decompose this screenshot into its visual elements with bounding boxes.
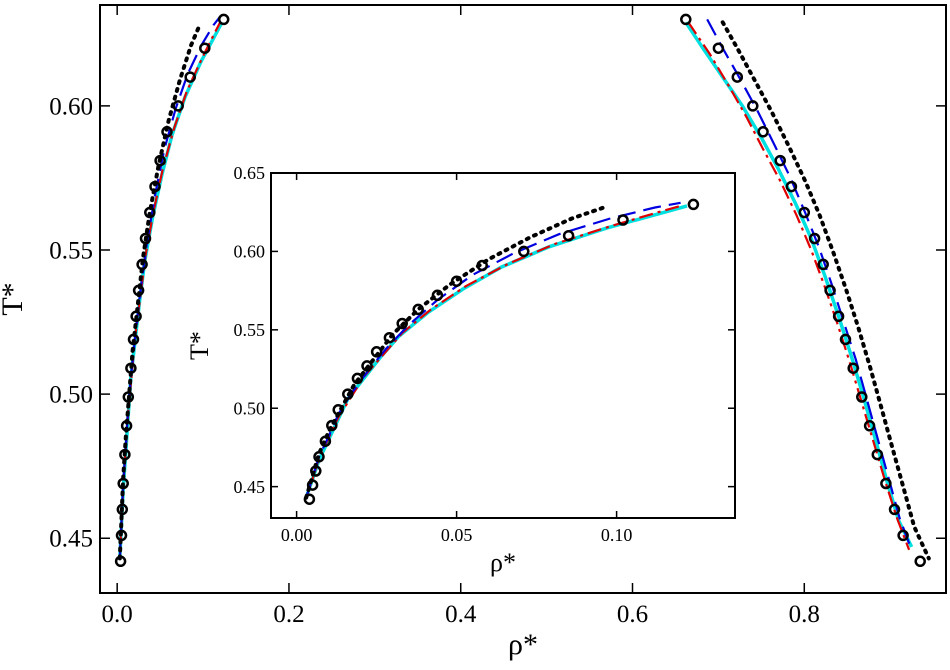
inset-data-point-all-13 bbox=[412, 303, 424, 316]
main-data-point-left-10 bbox=[132, 284, 145, 297]
main-data-point-right-19 bbox=[897, 529, 909, 542]
inset-x-axis-title: ρ* bbox=[490, 548, 516, 577]
main-data-point-right-9 bbox=[817, 258, 829, 271]
main-data-point-left-0 bbox=[114, 555, 127, 568]
inset-y-axis-title: T* bbox=[185, 331, 214, 360]
inset-y-tick-label-0: 0.45 bbox=[234, 477, 266, 497]
main-data-point-left-13 bbox=[144, 206, 156, 219]
inset-data-point-all-3 bbox=[313, 451, 325, 463]
main-data-point-left-18 bbox=[184, 71, 196, 83]
main-data-point-left-19 bbox=[199, 42, 211, 54]
main-series-blue-dashed-right bbox=[706, 18, 913, 551]
inset-data-point-all-4 bbox=[319, 435, 332, 447]
inset-data-point-all-17 bbox=[518, 245, 530, 258]
main-data-point-right-16 bbox=[871, 448, 884, 461]
inset-background bbox=[271, 173, 735, 518]
inset-data-point-all-5 bbox=[326, 419, 338, 432]
main-data-point-right-15 bbox=[863, 420, 876, 432]
main-data-point-left-6 bbox=[122, 391, 135, 403]
main-y-tick-label-3: 0.60 bbox=[49, 93, 93, 120]
inset-data-point-all-12 bbox=[396, 317, 408, 330]
main-data-point-left-4 bbox=[119, 448, 131, 461]
main-y-tick-label-2: 0.55 bbox=[49, 238, 93, 265]
main-data-point-right-18 bbox=[888, 503, 901, 516]
inset-x-tick-label-0: 0.00 bbox=[281, 525, 313, 545]
main-data-point-right-6 bbox=[785, 180, 798, 193]
main-y-tick-label-1: 0.50 bbox=[49, 382, 93, 409]
inset-data-point-all-9 bbox=[361, 360, 373, 372]
main-data-point-left-15 bbox=[154, 154, 166, 167]
inset-series-group bbox=[303, 198, 700, 505]
main-y-tick-label-0: 0.45 bbox=[49, 526, 93, 553]
inset-y-tick-label-3: 0.60 bbox=[234, 242, 266, 262]
inset-data-point-all-6 bbox=[332, 404, 344, 416]
main-data-point-left-5 bbox=[120, 420, 133, 432]
main-data-point-right-3 bbox=[747, 100, 759, 112]
main-series-black-dotted-right bbox=[720, 20, 931, 561]
main-x-tick-label-3: 0.6 bbox=[617, 601, 648, 628]
inset-data-point-all-10 bbox=[370, 346, 383, 358]
main-data-point-right-7 bbox=[798, 206, 811, 219]
main-data-point-left-8 bbox=[127, 333, 140, 346]
main-data-point-right-12 bbox=[839, 333, 852, 346]
inset-chart: 0.00 0.05 0.10 0.45 0.50 0.55 0.60 0.65 ρ* T* bbox=[185, 163, 736, 577]
inset-data-point-all-1 bbox=[306, 479, 319, 491]
inset-data-point-all-19 bbox=[617, 214, 629, 226]
main-data-point-left-7 bbox=[125, 362, 137, 374]
main-x-tick-label-2: 0.4 bbox=[445, 601, 477, 628]
main-data-point-right-2 bbox=[731, 71, 744, 83]
inset-data-point-all-15 bbox=[450, 275, 463, 287]
main-data-point-left-12 bbox=[139, 232, 152, 245]
main-data-point-left-16 bbox=[161, 126, 173, 138]
main-x-tick-label-4: 0.8 bbox=[789, 601, 820, 628]
inset-series-black-dotted-all bbox=[304, 205, 606, 500]
inset-y-tick-label-1: 0.50 bbox=[234, 398, 266, 418]
main-data-point-right-0 bbox=[680, 13, 692, 26]
inset-y-tick-label-4: 0.65 bbox=[234, 163, 266, 183]
main-series-red-dash-dot-right bbox=[687, 21, 911, 551]
main-data-point-left-3 bbox=[117, 477, 129, 490]
main-data-point-right-17 bbox=[880, 477, 892, 490]
main-data-point-left-17 bbox=[172, 100, 184, 112]
inset-data-point-all-18 bbox=[562, 229, 575, 242]
main-data-point-right-10 bbox=[824, 284, 836, 297]
main-data-point-left-9 bbox=[130, 310, 142, 323]
inset-data-point-all-20 bbox=[687, 198, 700, 211]
main-data-point-right-5 bbox=[774, 154, 786, 167]
main-data-point-left-2 bbox=[116, 503, 129, 516]
inset-data-point-all-16 bbox=[476, 259, 488, 272]
main-data-point-right-8 bbox=[808, 232, 821, 245]
main-y-axis-title: T* bbox=[0, 282, 29, 315]
main-axis-ticks: 0.0 0.2 0.4 0.6 0.8 0.45 0.50 0.55 0.60 bbox=[49, 5, 946, 628]
main-data-point-left-11 bbox=[136, 258, 148, 271]
main-data-point-right-13 bbox=[847, 362, 859, 374]
inset-x-tick-label-2: 0.10 bbox=[601, 525, 633, 545]
inset-data-point-all-0 bbox=[303, 493, 316, 505]
inset-data-point-all-7 bbox=[342, 388, 354, 400]
main-data-point-left-1 bbox=[115, 529, 128, 542]
inset-data-point-all-11 bbox=[383, 331, 396, 344]
main-x-tick-label-0: 0.0 bbox=[102, 601, 133, 628]
main-plot-frame bbox=[99, 4, 947, 594]
main-data-point-left-20 bbox=[217, 13, 230, 26]
main-data-point-left-14 bbox=[149, 180, 161, 193]
main-chart: 0.0 0.2 0.4 0.6 0.8 0.45 0.50 0.55 0.60 ρ* T* bbox=[0, 4, 947, 661]
main-series-black-dotted-left bbox=[117, 23, 202, 561]
main-data-point-right-20 bbox=[914, 555, 926, 568]
inset-data-point-all-8 bbox=[351, 372, 364, 385]
main-x-tick-label-1: 0.2 bbox=[273, 601, 304, 628]
inset-data-point-all-14 bbox=[431, 289, 444, 302]
main-data-point-right-4 bbox=[757, 126, 769, 138]
inset-plot-frame bbox=[270, 172, 736, 519]
main-data-point-right-1 bbox=[712, 42, 725, 54]
inset-y-tick-label-2: 0.55 bbox=[234, 320, 266, 340]
inset-x-tick-label-1: 0.05 bbox=[441, 525, 473, 545]
inset-axis-ticks: 0.00 0.05 0.10 0.45 0.50 0.55 0.60 0.65 bbox=[234, 163, 735, 545]
inset-data-point-all-2 bbox=[310, 465, 322, 477]
main-series-group bbox=[114, 13, 931, 568]
main-data-point-right-14 bbox=[856, 391, 868, 403]
main-data-point-right-11 bbox=[832, 310, 845, 323]
main-x-axis-title: ρ* bbox=[508, 628, 538, 661]
